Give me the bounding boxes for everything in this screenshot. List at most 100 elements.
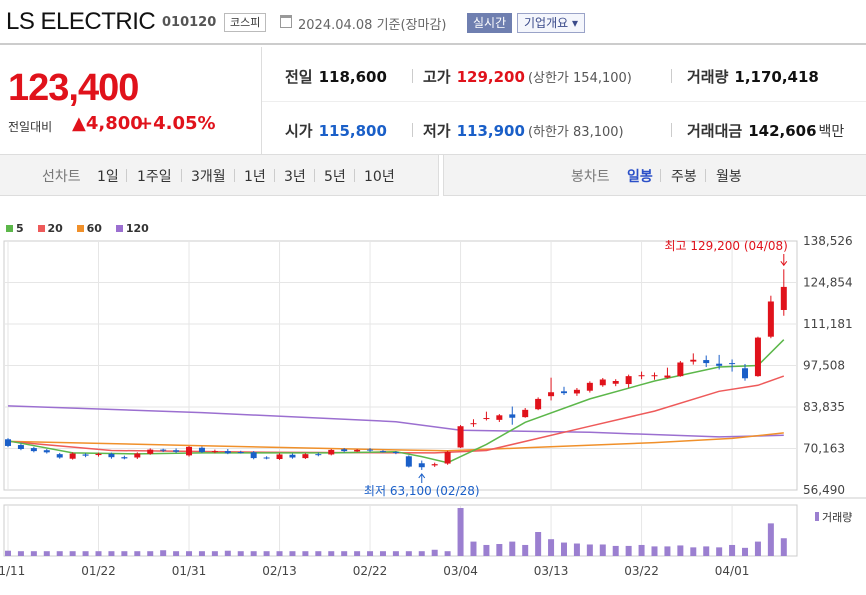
stat-label: 거래량 xyxy=(687,68,729,86)
divider xyxy=(705,169,706,182)
volume-bar xyxy=(548,539,555,556)
candle-body xyxy=(302,454,309,459)
volume-bar xyxy=(573,543,580,556)
volume-bar xyxy=(754,541,761,556)
legend-swatch xyxy=(76,225,84,232)
company-name: LS ELECTRIC xyxy=(6,8,156,35)
candle-body xyxy=(186,446,193,456)
candle-body xyxy=(211,451,218,453)
volume-bar xyxy=(586,544,593,556)
low-arrow-head xyxy=(418,473,426,479)
candle-body xyxy=(742,368,749,379)
candle-weekly[interactable]: 주봉 xyxy=(671,169,697,185)
legend-swatch xyxy=(37,225,45,232)
candle-body xyxy=(780,286,787,310)
candle-body xyxy=(767,301,774,337)
volume-bar xyxy=(276,551,283,556)
volume-bar xyxy=(457,508,464,556)
x-tick-label: 02/22 xyxy=(353,564,388,578)
company-info-dropdown[interactable]: 기업개요 ▾ xyxy=(517,13,585,33)
period-3y[interactable]: 3년 xyxy=(284,169,306,185)
stat-high: 고가 129,200 (상한가 154,100) xyxy=(423,66,632,87)
stat-label: 거래대금 xyxy=(687,122,743,140)
volume-bar xyxy=(315,551,322,556)
volume-bar xyxy=(341,551,348,556)
stock-code: 010120 xyxy=(162,15,217,30)
volume-bar xyxy=(147,551,154,556)
period-1w[interactable]: 1주일 xyxy=(137,169,172,185)
candle-body xyxy=(263,457,270,459)
volume-bar xyxy=(418,551,425,556)
candle-body xyxy=(638,375,645,377)
volume-bar xyxy=(535,532,542,556)
volume-bar xyxy=(780,538,787,556)
volume-bar xyxy=(354,551,361,556)
legend-label: 120 xyxy=(125,222,149,235)
volume-bar xyxy=(250,551,257,556)
volume-bar xyxy=(690,547,697,556)
candle-body xyxy=(56,454,63,458)
candle-body xyxy=(95,453,102,456)
stat-label: 전일 xyxy=(285,68,313,86)
period-1y[interactable]: 1년 xyxy=(244,169,266,185)
x-tick-label: 01/11 xyxy=(0,564,25,578)
ma5-line xyxy=(7,339,785,464)
period-1d[interactable]: 1일 xyxy=(97,169,119,185)
legend-ma20: 20 xyxy=(37,222,63,235)
legend-ma5: 5 xyxy=(6,222,24,235)
stat-value: 1,170,418 xyxy=(734,68,819,86)
stat-open: 시가 115,800 xyxy=(285,120,387,141)
volume-bar xyxy=(186,551,193,556)
volume-bar xyxy=(134,551,141,556)
candle-body xyxy=(496,415,503,420)
legend-label: 60 xyxy=(86,222,102,235)
divider xyxy=(671,69,672,83)
volume-bar xyxy=(5,550,11,556)
volume-bar xyxy=(496,544,503,556)
divider xyxy=(181,169,182,182)
candle-body xyxy=(677,362,684,377)
candle-body xyxy=(522,409,529,418)
volume-bar xyxy=(767,523,774,556)
candle-body xyxy=(328,449,335,455)
candle-body xyxy=(82,454,89,456)
stat-value: 129,200 xyxy=(456,68,525,86)
x-tick-label: 04/01 xyxy=(715,564,750,578)
candle-daily[interactable]: 일봉 xyxy=(627,169,653,185)
divider xyxy=(126,169,127,182)
stat-label: 저가 xyxy=(423,122,451,140)
candle-body xyxy=(548,392,555,397)
stat-volume: 거래량 1,170,418 xyxy=(687,66,819,87)
candle-body xyxy=(703,360,710,364)
reference-date: 2024.04.08 기준(장마감) xyxy=(298,18,447,33)
candle-body xyxy=(17,445,24,449)
volume-bar xyxy=(703,546,710,556)
candle-body xyxy=(250,452,257,459)
candle-body xyxy=(69,453,76,459)
divider xyxy=(314,169,315,182)
volume-bar xyxy=(625,545,632,556)
candle-body xyxy=(716,363,723,366)
candle-body xyxy=(198,447,205,453)
realtime-button[interactable]: 실시간 xyxy=(467,13,513,33)
candle-monthly[interactable]: 월봉 xyxy=(716,169,742,185)
low-annotation: 최저 63,100 (02/28) xyxy=(364,484,480,498)
ma60-line xyxy=(7,432,784,452)
period-3m[interactable]: 3개월 xyxy=(191,169,226,185)
bar-gap xyxy=(438,155,444,196)
legend-label: 5 xyxy=(16,222,24,235)
volume-bar xyxy=(612,545,619,556)
high-arrow-head xyxy=(780,261,788,267)
stat-value: 118,600 xyxy=(318,68,387,86)
period-10y[interactable]: 10년 xyxy=(364,169,395,185)
volume-bar xyxy=(302,551,309,556)
candle-body xyxy=(367,449,374,451)
candle-body xyxy=(289,454,296,458)
current-price: 123,400 xyxy=(8,67,139,109)
period-5y[interactable]: 5년 xyxy=(324,169,346,185)
divider xyxy=(660,169,661,182)
calendar-icon xyxy=(280,15,292,28)
candle-body xyxy=(379,451,386,453)
legend-ma60: 60 xyxy=(76,222,102,235)
